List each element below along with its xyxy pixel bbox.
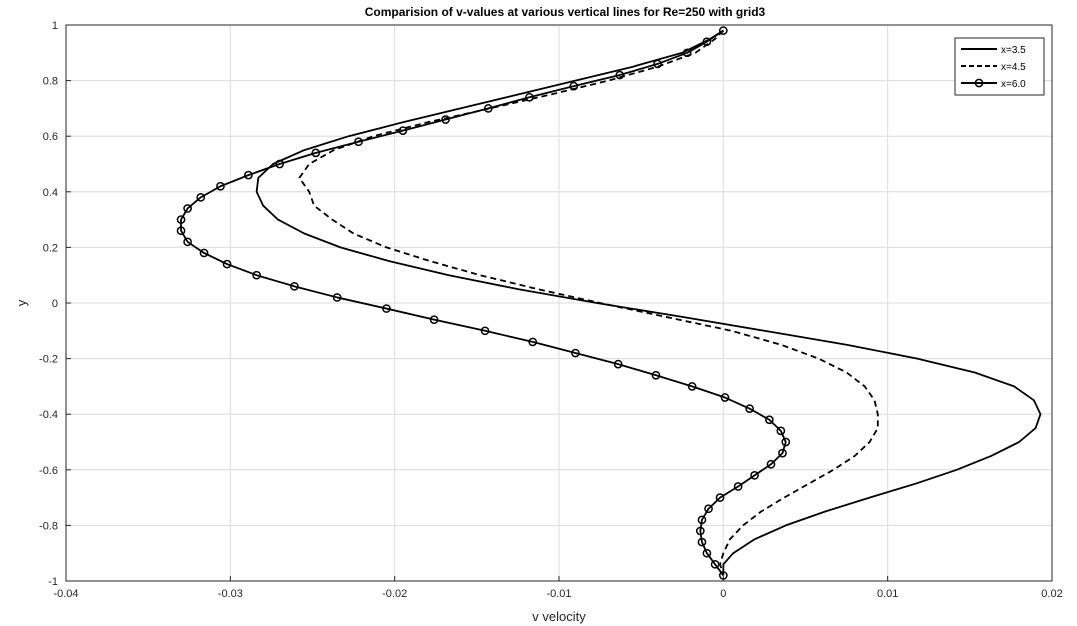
- legend-box: [954, 37, 1045, 96]
- series-marker: [778, 448, 787, 458]
- series-marker: [354, 137, 363, 147]
- series-marker: [745, 404, 754, 413]
- series-marker: [715, 493, 725, 502]
- x-tick-label: 0.02: [1041, 588, 1062, 600]
- series-marker: [441, 115, 450, 124]
- series-marker: [290, 281, 299, 291]
- series-marker: [651, 370, 661, 380]
- x-tick-label: -0.03: [218, 588, 243, 600]
- y-tick-label: -0.4: [39, 409, 58, 421]
- y-tick-label: 0.2: [43, 242, 58, 254]
- series-marker: [733, 482, 743, 491]
- series-marker: [718, 571, 728, 580]
- series-marker: [480, 326, 490, 336]
- series-marker: [528, 337, 538, 347]
- series-marker: [766, 459, 776, 469]
- y-tick-labels: -1 -0.8 -0.6 -0.4 -0.2 0 0.2 0.4 0.6 0.8 1: [39, 20, 58, 588]
- series-marker: [697, 537, 707, 547]
- axes-box: [65, 24, 1053, 582]
- series-marker: [718, 26, 728, 35]
- series-marker: [682, 48, 692, 58]
- y-tick-label: -0.2: [39, 354, 58, 366]
- series-marker: [176, 226, 186, 236]
- y-tick-label: 0.6: [43, 131, 58, 143]
- series-marker: [687, 382, 697, 391]
- series-marker: [252, 270, 261, 280]
- series-marker: [183, 237, 192, 247]
- series-marker: [571, 348, 580, 358]
- y-tick-label: -1: [48, 576, 58, 588]
- series-marker: [613, 359, 623, 369]
- series-marker: [222, 259, 232, 269]
- x-tick-label: 0.01: [877, 588, 898, 600]
- series-marker: [332, 293, 342, 302]
- series-marker: [569, 81, 579, 91]
- series-marker: [429, 315, 439, 325]
- x-tick-label: -0.02: [382, 588, 407, 600]
- y-tick-label: 1: [52, 20, 58, 32]
- x-tick-label: 0: [720, 588, 726, 600]
- series-marker: [764, 415, 774, 425]
- series-marker: [525, 92, 534, 102]
- series-marker: [176, 215, 186, 224]
- series-marker: [702, 548, 712, 558]
- legend-label: x=3.5: [1001, 45, 1026, 56]
- y-tick-label: -0.6: [39, 465, 58, 477]
- legend-label: x=4.5: [1001, 62, 1026, 73]
- legend-label: x=6.0: [1001, 79, 1026, 90]
- series-marker: [244, 170, 253, 180]
- series-marker: [615, 70, 625, 80]
- y-tick-label: 0.4: [43, 187, 58, 199]
- y-tick-label: 0: [52, 298, 58, 310]
- y-tick-label: 0.8: [43, 76, 58, 88]
- y-tick-label: -0.8: [39, 520, 58, 532]
- chart-title: Comparision of v-values at various verti…: [365, 5, 766, 19]
- series-marker: [183, 204, 192, 213]
- series-line-x=3.5: [255, 29, 1042, 576]
- series-marker: [776, 426, 786, 436]
- series-marker: [720, 393, 730, 402]
- series-marker: [311, 148, 321, 158]
- series-marker: [199, 248, 209, 258]
- series-marker: [398, 126, 408, 135]
- series-marker: [781, 437, 791, 447]
- series-marker: [275, 159, 284, 169]
- y-axis-label: y: [14, 299, 29, 306]
- series-marker: [704, 504, 713, 514]
- series-marker: [702, 37, 712, 47]
- series-marker: [750, 471, 759, 480]
- series-marker: [697, 515, 707, 525]
- series-marker: [216, 181, 225, 191]
- series-marker: [695, 526, 705, 536]
- x-tick-label: -0.04: [53, 588, 78, 600]
- series-marker: [710, 559, 720, 569]
- legend-marker: [974, 78, 984, 88]
- series-marker: [653, 59, 662, 69]
- x-axis-label: v velocity: [532, 609, 586, 624]
- series-layer: [176, 26, 1042, 580]
- series-marker: [196, 193, 206, 202]
- x-tick-label: -0.01: [546, 588, 571, 600]
- series-marker: [483, 104, 493, 113]
- x-tick-labels: -0.04 -0.03 -0.02 -0.01 0 0.01 0.02: [53, 588, 1062, 600]
- legend: x=3.5 x=4.5 x=6.0: [954, 37, 1045, 96]
- series-marker: [382, 304, 391, 313]
